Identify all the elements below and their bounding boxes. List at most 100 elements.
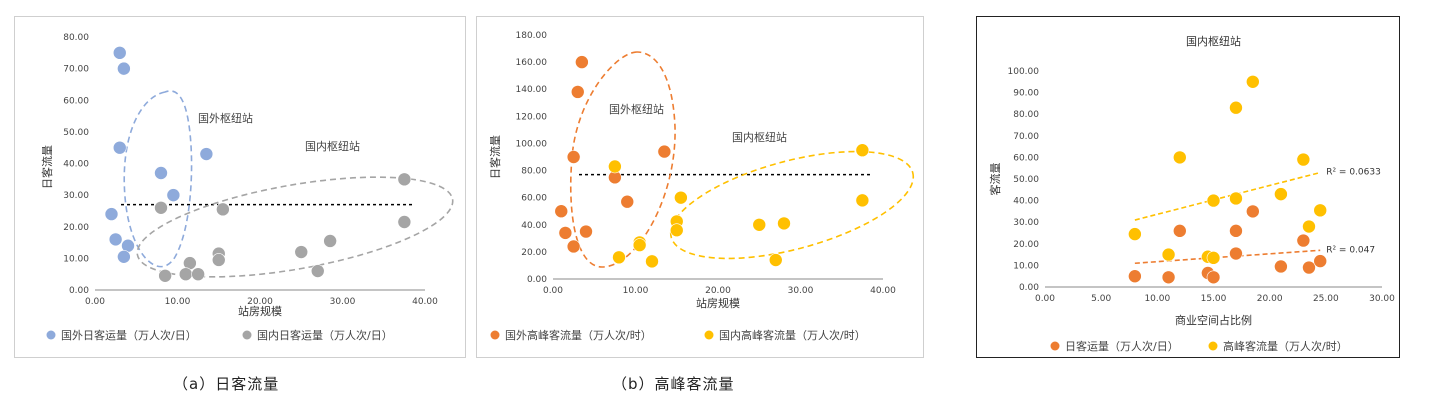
legend-marker	[1208, 341, 1218, 351]
chart-title: 国内枢纽站	[1186, 34, 1241, 48]
data-point	[768, 253, 783, 267]
data-point	[1302, 260, 1316, 275]
data-point	[566, 150, 581, 164]
data-point	[1296, 233, 1311, 248]
y-tick-label: 20.00	[521, 248, 547, 258]
data-point	[579, 224, 593, 239]
y-tick-label: 90.00	[1013, 89, 1039, 99]
data-point	[397, 172, 412, 187]
scatter-chart-daily-flow: 0.00 10.00 20.00 30.00 40.00 50.00 60.00 70.00 8…	[40, 33, 454, 342]
data-point	[323, 234, 337, 248]
y-tick-label: 50.00	[1013, 175, 1039, 185]
data-point	[1128, 269, 1142, 284]
data-point	[117, 61, 131, 76]
trendline	[1134, 249, 1321, 265]
legend-label: 国内高峰客流量（万人次/时）	[719, 328, 866, 342]
data-point	[154, 200, 168, 215]
data-point	[397, 215, 412, 229]
data-point	[752, 217, 767, 232]
data-point	[674, 190, 688, 205]
x-axis-title: 站房规模	[696, 296, 740, 310]
y-tick-label: 60.00	[521, 194, 547, 204]
data-point	[855, 143, 870, 158]
group-annotation: 国内枢纽站	[305, 139, 360, 153]
data-point	[620, 194, 635, 209]
data-point	[1206, 193, 1221, 208]
chart-panel-a: 0.00 10.00 20.00 30.00 40.00 50.00 60.00 70.00 8…	[14, 16, 466, 358]
chart-panel-b: 0.00 20.00 40.00 60.00 80.00 100.00 120.00 140.…	[476, 16, 924, 358]
data-point	[216, 202, 230, 217]
y-tick-label: 50.00	[63, 128, 89, 138]
data-point	[1206, 270, 1221, 285]
y-tick-label: 60.00	[1013, 153, 1039, 163]
legend-marker	[46, 330, 56, 340]
data-point	[1173, 150, 1187, 165]
x-tick-label: 10.00	[623, 286, 649, 296]
data-point	[1274, 187, 1288, 201]
y-tick-label: 120.00	[516, 112, 548, 122]
data-point	[154, 166, 168, 180]
data-point	[310, 264, 325, 278]
data-point	[777, 216, 791, 231]
y-tick-label: 0.00	[1019, 283, 1039, 293]
y-tick-label: 40.00	[1013, 197, 1039, 207]
data-point	[191, 267, 205, 281]
caption-b: （b）高峰客流量	[612, 375, 735, 393]
data-point	[1161, 247, 1176, 262]
data-point	[166, 188, 181, 202]
data-point	[112, 140, 127, 155]
data-point	[1313, 203, 1328, 218]
data-point	[1229, 246, 1243, 261]
data-point	[294, 245, 309, 259]
y-tick-label: 10.00	[63, 254, 89, 264]
trendline	[1134, 171, 1321, 221]
data-point	[645, 254, 659, 269]
data-point	[855, 193, 870, 208]
y-tick-label: 70.00	[63, 65, 89, 75]
x-tick-label: 30.00	[330, 297, 356, 307]
y-tick-label: 100.00	[516, 139, 548, 149]
x-tick-label: 0.00	[543, 286, 563, 296]
legend-label: 日客运量（万人次/日）	[1065, 339, 1179, 353]
x-tick-label: 30.00	[1369, 294, 1395, 304]
data-point	[554, 204, 569, 219]
legend-marker	[1050, 341, 1060, 351]
group-ellipse	[669, 150, 915, 260]
data-point	[1313, 254, 1328, 268]
data-point	[632, 238, 647, 252]
legend-label: 国外日客运量（万人次/日）	[61, 328, 197, 342]
y-tick-label: 160.00	[516, 58, 548, 68]
x-tick-label: 30.00	[788, 286, 814, 296]
x-axis-title: 商业空间占比例	[1175, 313, 1252, 327]
legend-label: 国内日客运量（万人次/日）	[257, 328, 393, 342]
y-tick-label: 0.00	[527, 275, 547, 285]
x-tick-label: 20.00	[705, 286, 731, 296]
x-tick-label: 25.00	[1313, 294, 1339, 304]
y-tick-label: 40.00	[63, 160, 89, 170]
y-axis-title: 客流量	[988, 163, 1002, 196]
data-point	[612, 250, 626, 265]
data-point	[575, 55, 589, 69]
y-tick-label: 30.00	[1013, 218, 1039, 228]
data-point	[566, 239, 581, 254]
data-point	[608, 159, 622, 174]
scatter-chart-peak-flow: 0.00 20.00 40.00 60.00 80.00 100.00 120.00 140.…	[488, 31, 915, 342]
group-ellipse	[123, 90, 193, 268]
data-point	[211, 253, 226, 267]
y-tick-label: 30.00	[63, 191, 89, 201]
legend-label: 国外高峰客流量（万人次/时）	[505, 328, 652, 342]
x-tick-label: 10.00	[165, 297, 191, 307]
scatter-chart-commercial-ratio: 国内枢纽站 0.00 10.00 20.00 30.00 40.00 50.00 60.00 7…	[988, 34, 1395, 353]
x-tick-label: 0.00	[1035, 294, 1055, 304]
group-annotation: 国内枢纽站	[732, 130, 787, 144]
data-point	[1274, 259, 1288, 274]
group-annotation: 国外枢纽站	[609, 102, 664, 116]
data-point	[108, 232, 123, 247]
legend-marker	[242, 330, 252, 340]
x-tick-label: 40.00	[870, 286, 896, 296]
x-tick-label: 20.00	[1257, 294, 1283, 304]
y-tick-label: 20.00	[63, 223, 89, 233]
y-axis-title: 日客流量	[488, 135, 502, 179]
data-point	[669, 223, 684, 237]
x-tick-label: 15.00	[1201, 294, 1227, 304]
